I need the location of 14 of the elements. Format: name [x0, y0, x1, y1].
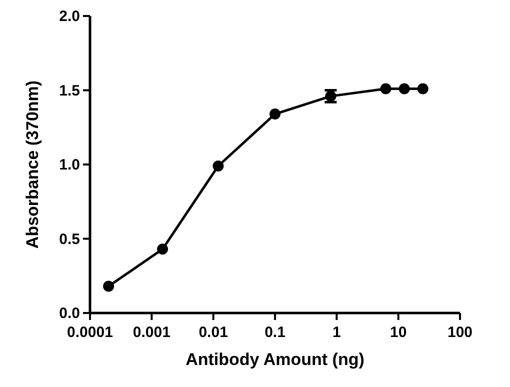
x-tick-label: 0.001 [132, 324, 170, 341]
x-tick-label: 0.1 [264, 324, 286, 341]
x-tick-label: 10 [390, 324, 407, 341]
y-tick-label: 1.0 [59, 156, 80, 174]
y-tick-label: 0.0 [59, 305, 80, 322]
x-tick-label: 0.0001 [67, 324, 113, 341]
x-tick-label: 100 [447, 324, 473, 341]
y-axis-title: Absorbance (370nm) [23, 80, 42, 249]
y-tick-label: 1.5 [59, 82, 80, 100]
x-tick-label: 0.01 [198, 324, 228, 341]
x-axis-title: Antibody Amount (ng) [186, 350, 364, 369]
x-tick-label: 1 [332, 324, 341, 341]
y-tick-label: 2.0 [59, 8, 80, 25]
y-tick-label: 0.5 [59, 230, 80, 248]
